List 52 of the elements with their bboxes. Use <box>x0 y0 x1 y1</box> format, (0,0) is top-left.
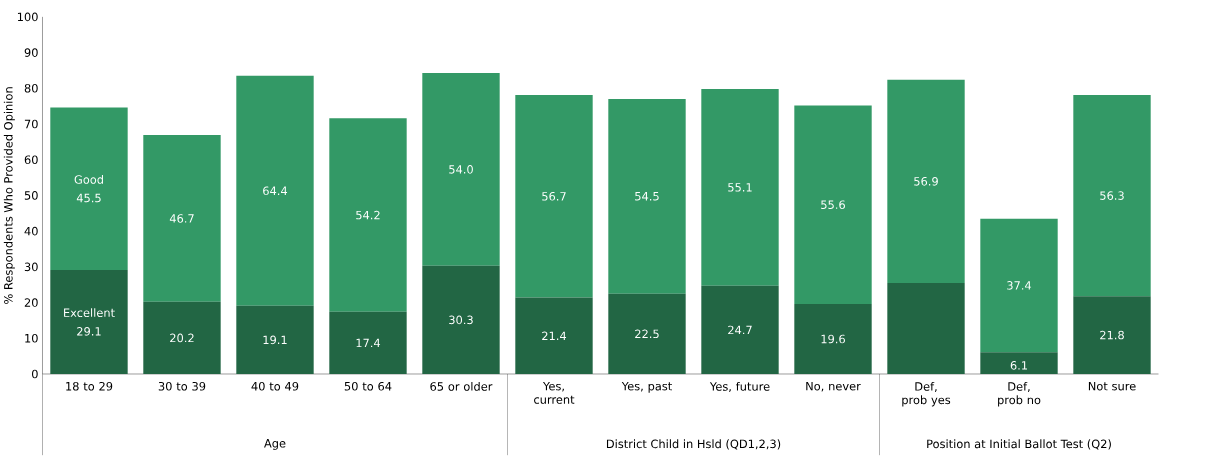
data-label: 21.4 <box>542 331 567 341</box>
y-tick-label: 20 <box>24 298 38 308</box>
data-label: 37.4 <box>1007 281 1032 290</box>
data-label: 6.1 <box>1010 361 1028 370</box>
data-label: 21.8 <box>1100 330 1124 340</box>
y-tick-label: 80 <box>24 84 38 93</box>
data-label: 17.4 <box>356 338 381 348</box>
y-tick-label: 40 <box>24 227 38 236</box>
data-label: 54.2 <box>356 210 380 220</box>
data-label: 46.7 <box>169 214 194 223</box>
data-label: 56.3 <box>1100 191 1124 201</box>
data-label: 19.1 <box>263 335 287 345</box>
series-label: Excellent <box>64 308 115 318</box>
data-label: 20.2 <box>170 333 194 343</box>
y-tick-label: 60 <box>24 155 38 165</box>
data-label: 54.5 <box>635 192 659 201</box>
data-label: 24.7 <box>728 325 752 335</box>
x-tick-label: 65 or older <box>430 382 493 392</box>
x-tick-label: 50 to 64 <box>344 382 392 391</box>
x-tick-label: 18 to 29 <box>66 382 113 391</box>
y-tick-label: 90 <box>24 48 38 58</box>
data-label: 64.4 <box>263 186 288 196</box>
x-tick-label: 40 to 49 <box>251 382 299 391</box>
data-label: 54.0 <box>449 165 473 174</box>
y-axis-title: % Respondents Who Provided Opinion <box>3 87 15 305</box>
y-tick-label: 30 <box>24 262 38 272</box>
data-label: 56.9 <box>914 177 938 186</box>
data-label: 55.1 <box>728 183 752 192</box>
series-label: Good <box>74 175 103 185</box>
data-label: 56.7 <box>542 192 566 201</box>
x-tick-label: Not sure <box>1088 382 1136 391</box>
y-tick-label: 50 <box>24 191 38 200</box>
x-tick-label: No, never <box>806 382 861 392</box>
x-tick-label: Def, prob no <box>998 382 1041 407</box>
text: Position at Initial Ballot Test (Q2) <box>927 439 1111 450</box>
y-tick-label: 100 <box>17 12 38 22</box>
data-label: 19.6 <box>821 334 845 344</box>
x-tick-label: Yes, future <box>709 382 770 393</box>
data-label: 45.5 <box>76 194 101 203</box>
x-tick-label: 30 to 39 <box>158 382 206 391</box>
text: Age <box>264 439 286 450</box>
y-tick-label: 70 <box>24 119 38 129</box>
y-tick-label: 0 <box>31 369 38 379</box>
data-label: 22.5 <box>635 329 659 339</box>
x-tick-label: Yes, past <box>621 382 672 393</box>
data-label: 55.6 <box>821 200 845 210</box>
y-tick-label: 10 <box>25 334 38 343</box>
x-tick-label: Yes, current <box>534 382 575 405</box>
text: District Child in Hsld (QD1,2,3) <box>606 439 781 450</box>
data-label: 29.1 <box>77 327 101 336</box>
data-label: 30.3 <box>449 315 473 325</box>
x-tick-label: Def, prob yes <box>902 382 951 407</box>
